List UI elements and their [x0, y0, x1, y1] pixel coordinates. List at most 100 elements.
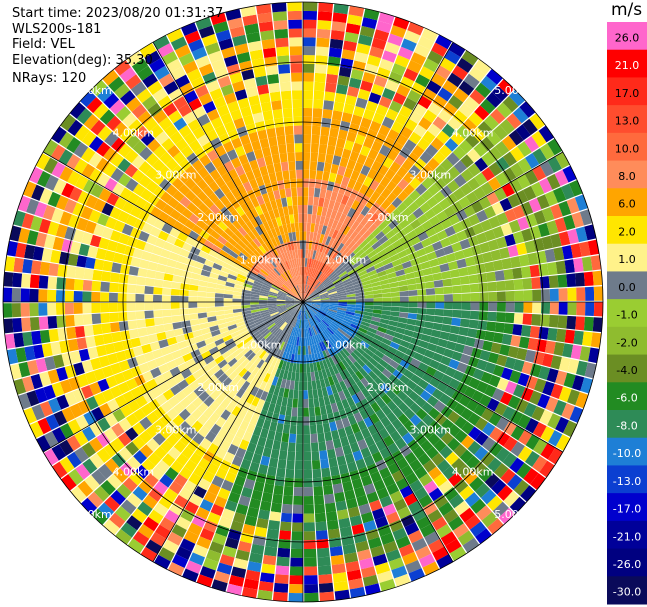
ray-gate [104, 250, 116, 262]
ray-gate [329, 304, 339, 308]
ray-gate [88, 437, 104, 453]
ray-gate [96, 432, 111, 448]
ray-gate [408, 568, 426, 582]
ray-gate [56, 315, 67, 328]
ray-gate [260, 268, 269, 277]
ray-gate [376, 487, 390, 500]
colorbar-tick-label: 0.0 [618, 281, 636, 294]
ray-gate [226, 180, 237, 191]
ray-gate [271, 269, 280, 278]
ray-gate [231, 455, 243, 467]
ray-gate [312, 250, 317, 260]
ray-gate [47, 303, 57, 316]
ray-gate [256, 517, 269, 529]
ray-gate [250, 354, 259, 364]
ray-gate [303, 37, 316, 47]
ray-gate [338, 303, 348, 307]
ray-gate [479, 349, 491, 362]
ray-gate [271, 412, 280, 423]
ray-gate [444, 366, 457, 378]
ray-gate [532, 302, 542, 314]
ray-gate [390, 208, 401, 219]
ray-gate [173, 151, 186, 165]
ray-gate [131, 58, 149, 74]
ray-gate [281, 503, 293, 514]
ray-gate [412, 263, 423, 272]
ray-gate [282, 370, 289, 380]
ray-gate [286, 143, 295, 153]
ray-gate [318, 233, 325, 244]
ray-gate [423, 480, 438, 494]
ray-gate [303, 240, 306, 250]
ray-gate [216, 104, 230, 117]
ray-gate [347, 386, 356, 397]
ray-gate [440, 531, 457, 546]
ray-gate [133, 408, 146, 422]
ray-gate [338, 326, 348, 333]
ray-gate [353, 532, 367, 544]
ray-gate [188, 307, 198, 314]
ray-gate [361, 317, 372, 324]
ray-gate [344, 356, 353, 367]
ray-gate [312, 362, 318, 372]
ray-gate [391, 302, 401, 307]
ray-gate [325, 328, 333, 337]
ray-gate [391, 418, 403, 431]
colorbar-bin [607, 465, 647, 494]
ray-gate [306, 285, 311, 295]
ray-gate [386, 389, 397, 400]
ray-gate [242, 14, 258, 26]
ray-gate [393, 331, 404, 340]
ray-gate [371, 281, 381, 288]
ray-gate [394, 54, 410, 68]
ray-gate [149, 341, 161, 352]
ray-gate [387, 346, 398, 355]
ray-gate [288, 279, 295, 288]
ray-gate [122, 112, 137, 128]
ray-gate [319, 332, 326, 342]
ray-gate [411, 537, 428, 552]
ray-gate [221, 420, 233, 432]
ray-gate [517, 157, 532, 174]
ray-gate [333, 318, 343, 324]
ray-gate [272, 282, 281, 289]
ray-gate [468, 377, 481, 390]
ray-gate [203, 369, 214, 380]
ray-gate [524, 450, 540, 468]
ray-gate [306, 285, 311, 294]
ray-gate [496, 280, 506, 292]
ray-gate [258, 92, 271, 104]
ray-gate [328, 366, 336, 377]
ray-gate [125, 178, 139, 192]
ray-gate [421, 189, 433, 202]
ray-gate [546, 368, 559, 383]
ray-gate [432, 151, 446, 165]
ray-gate [373, 172, 385, 184]
ray-gate [344, 31, 359, 43]
ray-gate [388, 276, 398, 284]
ray-gate [391, 565, 408, 579]
ray-gate [241, 380, 251, 391]
ray-gate [314, 250, 320, 260]
ray-gate [296, 258, 300, 268]
ray-gate [85, 257, 96, 269]
ray-gate [232, 416, 243, 428]
ray-gate [286, 294, 296, 299]
ray-gate [303, 390, 309, 400]
colorbar-bin [607, 105, 647, 134]
ray-gate [414, 487, 428, 501]
ray-gate [226, 413, 237, 425]
ray-gate [371, 431, 383, 444]
ray-gate [274, 226, 281, 237]
ray-gate [224, 537, 240, 550]
ray-gate [131, 155, 146, 169]
ray-gate [39, 188, 53, 204]
ray-gate [90, 183, 104, 198]
ray-gate [171, 315, 181, 323]
ray-gate [181, 368, 192, 379]
ray-gate [291, 336, 296, 346]
ray-gate [323, 162, 332, 173]
ray-gate [284, 282, 292, 290]
ray-gate [417, 35, 435, 50]
ray-gate [267, 219, 275, 230]
